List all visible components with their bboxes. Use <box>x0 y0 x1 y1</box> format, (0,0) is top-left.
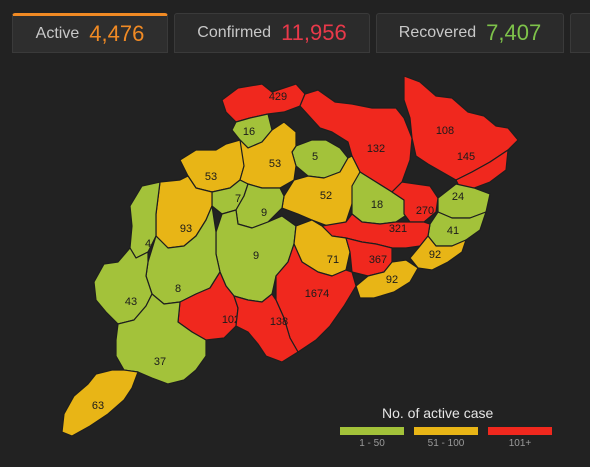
district-region[interactable]: 270 <box>391 181 439 223</box>
tab-confirmed-label: Confirmed <box>197 24 272 41</box>
district-shape[interactable] <box>391 181 439 223</box>
district-value-label: 71 <box>327 254 339 266</box>
district-value-label: 132 <box>367 143 385 155</box>
tab-overflow[interactable] <box>570 13 590 53</box>
district-region[interactable]: 43 <box>93 247 153 325</box>
stat-tabs: Active 4,476 Confirmed 11,956 Recovered … <box>0 0 590 62</box>
district-value-label: 102 <box>222 314 240 326</box>
district-value-label: 52 <box>320 190 332 202</box>
district-value-label: 7 <box>235 193 241 205</box>
district-value-label: 93 <box>180 223 192 235</box>
district-value-label: 92 <box>429 249 441 261</box>
district-value-label: 37 <box>154 356 166 368</box>
district-value-label: 1674 <box>305 288 329 300</box>
tab-active-label: Active <box>35 25 80 42</box>
district-value-label: 53 <box>205 171 217 183</box>
district-value-label: 5 <box>312 151 318 163</box>
district-shape[interactable] <box>61 369 139 437</box>
legend-swatch-high <box>488 427 552 435</box>
district-value-label: 9 <box>253 250 259 262</box>
legend-label-low: 1 - 50 <box>359 438 385 449</box>
district-value-label: 4 <box>145 238 151 250</box>
district-value-label: 270 <box>416 205 434 217</box>
district-region[interactable]: 92 <box>409 235 467 271</box>
district-value-label: 8 <box>175 283 181 295</box>
district-value-label: 145 <box>457 151 475 163</box>
district-value-label: 41 <box>447 225 459 237</box>
district-value-label: 43 <box>125 296 137 308</box>
tab-active-value: 4,476 <box>89 21 145 46</box>
tab-recovered[interactable]: Recovered 7,407 <box>376 13 564 53</box>
legend-label-high: 101+ <box>508 438 532 449</box>
district-value-label: 9 <box>261 207 267 219</box>
district-map: 429 16 132 108 145 5 53 53 52 18 270 24 7 9 93 41 321 4 9 7… <box>61 75 519 437</box>
district-value-label: 92 <box>386 274 398 286</box>
district-value-label: 321 <box>389 223 407 235</box>
district-value-label: 18 <box>371 199 383 211</box>
legend-swatch-mid <box>414 427 478 435</box>
district-region[interactable]: 108 <box>403 75 519 181</box>
district-shape[interactable] <box>409 235 467 271</box>
legend-swatch-low <box>340 427 404 435</box>
legend-title: No. of active case <box>382 405 494 421</box>
legend-label-mid: 51 - 100 <box>427 438 465 449</box>
district-region[interactable]: 63 <box>61 369 139 437</box>
district-region[interactable]: 138 <box>233 293 299 363</box>
district-value-label: 108 <box>436 125 454 137</box>
tab-recovered-value: 7,407 <box>486 20 542 45</box>
district-shape[interactable] <box>233 293 299 363</box>
district-value-label: 24 <box>452 191 464 203</box>
district-region[interactable]: 321 <box>321 213 431 249</box>
district-value-label: 138 <box>270 316 288 328</box>
district-value-label: 16 <box>243 126 255 138</box>
district-value-label: 53 <box>269 158 281 170</box>
district-value-label: 367 <box>369 254 387 266</box>
district-value-label: 429 <box>269 91 287 103</box>
district-region[interactable]: 92 <box>355 259 419 299</box>
tab-confirmed-value: 11,956 <box>281 20 347 45</box>
district-value-label: 63 <box>92 400 104 412</box>
district-shape[interactable] <box>355 259 419 299</box>
tab-confirmed[interactable]: Confirmed 11,956 <box>174 13 370 53</box>
tab-active[interactable]: Active 4,476 <box>12 13 168 53</box>
tab-recovered-label: Recovered <box>398 24 477 41</box>
